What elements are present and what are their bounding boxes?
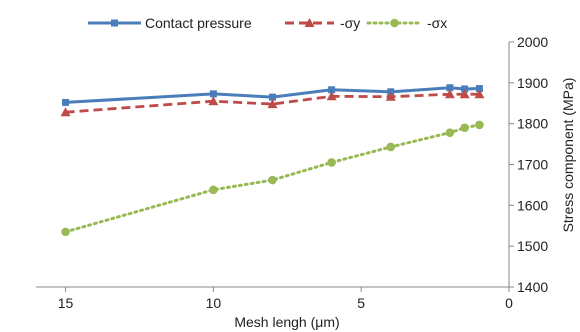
data-point-sigma-x (475, 120, 484, 130)
x-tick-label: 10 (206, 295, 222, 311)
series-layer (60, 84, 485, 237)
y-tick-label: 1700 (517, 157, 548, 173)
y-axis-title: Stress component (MPa) (560, 78, 576, 233)
legend-item-contact-pressure: Contact pressure (88, 15, 252, 31)
data-point-contact-pressure (328, 86, 336, 94)
x-tick-label: 0 (505, 295, 513, 311)
data-point-contact-pressure (269, 93, 276, 101)
data-point-contact-pressure (475, 85, 483, 93)
legend-marker-sigma-x (390, 18, 399, 28)
series-sigma-y (60, 89, 485, 117)
y-tick-label: 2000 (517, 34, 548, 50)
y-tick-label: 1800 (517, 116, 548, 132)
data-point-sigma-x (460, 123, 469, 133)
y-tick-label: 1600 (517, 197, 548, 213)
data-point-sigma-x (268, 175, 277, 185)
data-point-sigma-y (385, 91, 396, 101)
data-point-sigma-x (445, 128, 455, 137)
data-point-sigma-y (208, 96, 219, 106)
data-point-sigma-y (60, 107, 71, 117)
legend-label-sigma-y: -σy (340, 15, 360, 31)
data-point-contact-pressure (446, 84, 454, 92)
data-point-contact-pressure (461, 85, 469, 93)
series-sigma-x (61, 120, 484, 237)
y-tick-label: 1900 (517, 75, 548, 91)
legend-label-contact-pressure: Contact pressure (145, 15, 252, 31)
data-point-sigma-x (327, 158, 336, 167)
data-point-sigma-x (61, 227, 70, 237)
data-point-contact-pressure (62, 98, 70, 106)
data-point-sigma-y (474, 89, 485, 99)
y-tick-label: 1500 (517, 238, 548, 254)
data-point-sigma-y (326, 91, 337, 101)
legend-label-sigma-x: -σx (427, 15, 447, 31)
data-point-sigma-y (267, 99, 278, 109)
y-tick-label: 1400 (517, 279, 548, 295)
data-point-sigma-y (444, 89, 455, 99)
data-point-contact-pressure (209, 90, 217, 98)
legend: Contact pressure -σy -σx (88, 15, 447, 31)
x-axis-title: Mesh lengh (μm) (234, 314, 339, 330)
data-point-sigma-x (386, 142, 396, 152)
legend-item-sigma-y: -σy (285, 15, 360, 31)
x-tick-label: 5 (357, 295, 365, 311)
legend-marker-sigma-y (304, 18, 315, 27)
data-point-sigma-x (209, 185, 218, 195)
legend-item-sigma-x: -σx (366, 15, 447, 31)
data-point-sigma-y (459, 89, 470, 99)
legend-marker-contact-pressure (111, 19, 118, 27)
x-tick-label: 15 (58, 295, 74, 311)
